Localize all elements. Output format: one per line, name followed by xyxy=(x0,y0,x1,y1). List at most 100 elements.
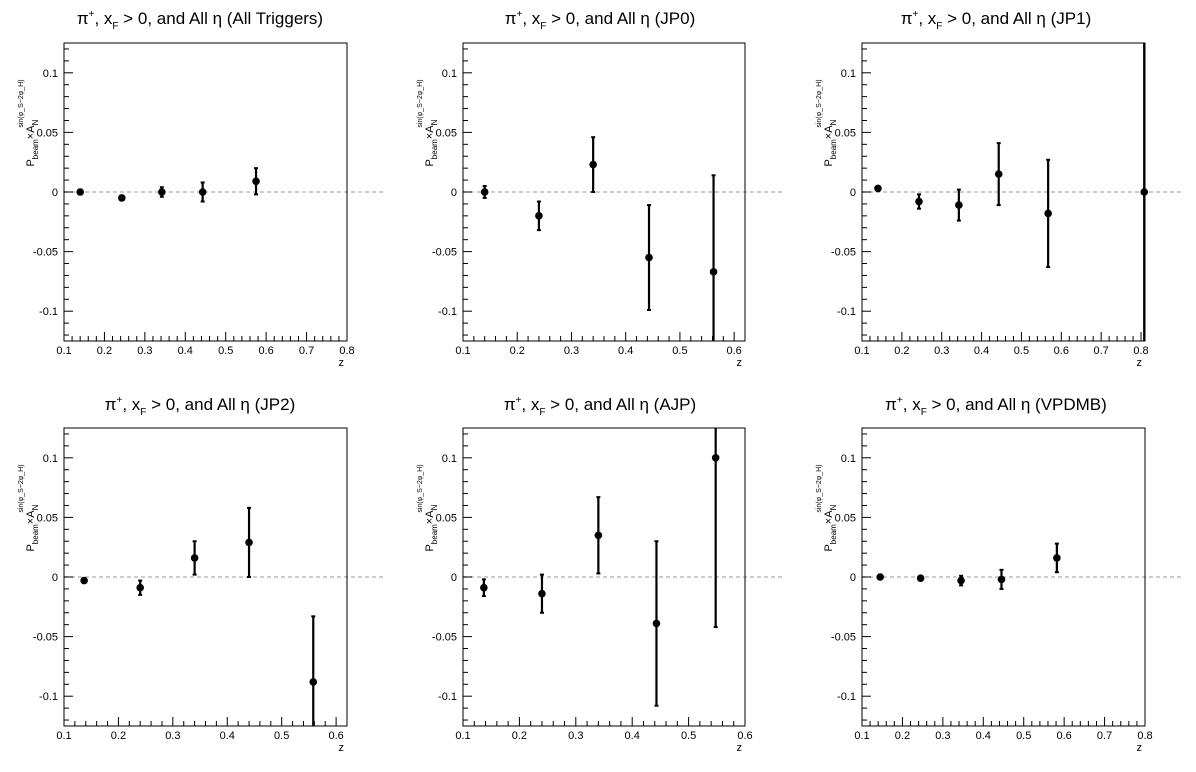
ylabel-n: N xyxy=(31,504,40,510)
x-tick-label: 0.2 xyxy=(512,730,527,742)
y-axis-label: Pbeam×ANsin(φ_S−2φ_H) xyxy=(417,464,439,551)
ylabel-n: N xyxy=(31,119,40,125)
x-tick-label: 0.7 xyxy=(1097,730,1112,742)
ylabel-n: N xyxy=(829,119,838,125)
title-mid: , x xyxy=(918,9,936,28)
y-tick-label: 0 xyxy=(451,572,457,584)
data-point xyxy=(76,188,84,196)
x-axis-label: z xyxy=(1137,357,1143,369)
x-tick-label: 0.3 xyxy=(568,730,583,742)
ylabel-cross-a: ×A xyxy=(424,510,436,524)
ylabel-p: P xyxy=(25,544,37,551)
ylabel-p: P xyxy=(424,544,436,551)
y-tick-label: -0.1 xyxy=(39,691,58,703)
y-axis-label: Pbeam×ANsin(φ_S−2φ_H) xyxy=(18,79,40,166)
title-pi: π xyxy=(505,9,517,28)
x-tick-label: 0.3 xyxy=(137,345,152,357)
y-axis-label: Pbeam×ANsin(φ_S−2φ_H) xyxy=(816,79,838,166)
data-point xyxy=(652,619,661,628)
title-pi: π xyxy=(105,395,117,414)
ylabel-sup: sin(φ_S−2φ_H) xyxy=(417,79,424,127)
ylabel-p: P xyxy=(823,544,835,551)
y-tick-label: 0.1 xyxy=(841,453,856,465)
x-axis-label: z xyxy=(737,742,743,754)
x-tick-label: 0.6 xyxy=(727,345,742,357)
y-tick-label: 0 xyxy=(850,187,856,199)
title-rest: > 0, and All η (JP0) xyxy=(546,9,695,28)
title-sup: + xyxy=(89,9,95,20)
title-rest: > 0, and All η (All Triggers) xyxy=(119,9,324,28)
title-sub: F xyxy=(921,407,927,418)
y-tick-label: 0.1 xyxy=(43,68,58,80)
plot-title: π+, xF > 0, and All η (All Triggers) xyxy=(77,9,323,32)
plot-panel-5: π+, xF > 0, and All η (AJP) -0.1 -0.05 0 0.0… xyxy=(417,395,783,754)
title-rest: > 0, and All η (JP2) xyxy=(146,395,295,414)
x-tick-label: 0.2 xyxy=(510,345,525,357)
data-point xyxy=(589,160,597,169)
title-mid: , x xyxy=(122,395,140,414)
x-tick-label: 0.6 xyxy=(1054,345,1069,357)
ylabel-cross-a: ×A xyxy=(25,510,37,524)
y-tick-label: 0.05 xyxy=(436,127,457,139)
ylabel-cross-a: ×A xyxy=(823,125,835,139)
y-tick-label: -0.1 xyxy=(837,306,856,318)
title-sub: F xyxy=(936,21,942,32)
x-tick-label: 0.2 xyxy=(894,345,909,357)
title-pi: π xyxy=(77,9,89,28)
ylabel-cross-a: ×A xyxy=(823,510,835,524)
x-tick-label: 0.3 xyxy=(165,730,180,742)
title-rest: > 0, and All η (JP1) xyxy=(942,9,1091,28)
ylabel-cross-a: ×A xyxy=(25,125,37,139)
plot-panel-4: π+, xF > 0, and All η (JP2) -0.1 -0.05 0 0.0… xyxy=(18,395,385,754)
x-tick-label: 0.1 xyxy=(455,345,470,357)
data-point xyxy=(118,194,126,202)
y-tick-label: 0.1 xyxy=(442,453,457,465)
y-tick-label: 0 xyxy=(451,187,457,199)
y-tick-label: 0.1 xyxy=(442,68,457,80)
x-tick-label: 0.5 xyxy=(672,345,687,357)
x-axis-label: z xyxy=(339,357,345,369)
plot-title: π+, xF > 0, and All η (AJP) xyxy=(504,395,696,418)
ylabel-p: P xyxy=(823,159,835,166)
data-point xyxy=(198,188,207,196)
x-tick-label: 0.3 xyxy=(564,345,579,357)
data-point xyxy=(876,573,884,581)
y-tick-label: -0.05 xyxy=(432,247,457,259)
ylabel-beam: beam xyxy=(829,524,838,544)
data-point xyxy=(309,678,318,686)
plot-title: π+, xF > 0, and All η (JP0) xyxy=(505,9,695,32)
x-axis-label: z xyxy=(1137,742,1143,754)
data-point xyxy=(709,268,718,276)
ylabel-beam: beam xyxy=(430,524,439,544)
y-tick-label: 0.1 xyxy=(841,68,856,80)
plot-panel-2: π+, xF > 0, and All η (JP0) -0.1 -0.05 0 0.0… xyxy=(417,9,783,369)
ylabel-sup: sin(φ_S−2φ_H) xyxy=(417,464,424,512)
data-point xyxy=(645,253,653,262)
title-sup: + xyxy=(897,395,903,406)
y-tick-label: -0.1 xyxy=(438,691,457,703)
plot-panel-6: π+, xF > 0, and All η (VPDMB) -0.1 -0.05 0 0… xyxy=(816,395,1183,754)
ylabel-beam: beam xyxy=(31,524,40,544)
plot-panel-3: π+, xF > 0, and All η (JP1) -0.1 -0.05 0 0.0… xyxy=(816,9,1183,369)
title-sup: + xyxy=(516,9,522,20)
x-tick-label: 0.5 xyxy=(218,345,233,357)
data-point xyxy=(955,201,963,209)
data-point xyxy=(1044,209,1052,218)
data-point xyxy=(535,212,543,220)
x-tick-label: 0.8 xyxy=(339,345,354,357)
x-axis-label: z xyxy=(737,357,743,369)
data-point xyxy=(1140,188,1149,196)
x-tick-label: 0.5 xyxy=(1014,345,1029,357)
x-tick-label: 0.6 xyxy=(328,730,343,742)
x-axis-label: z xyxy=(339,742,345,754)
y-tick-label: 0.05 xyxy=(835,127,856,139)
ylabel-n: N xyxy=(829,504,838,510)
ylabel-beam: beam xyxy=(31,139,40,159)
title-mid: , x xyxy=(521,395,539,414)
ylabel-p: P xyxy=(424,159,436,166)
x-tick-label: 0.1 xyxy=(56,345,71,357)
data-point xyxy=(538,589,546,598)
x-tick-label: 0.6 xyxy=(1056,730,1071,742)
x-tick-label: 0.2 xyxy=(895,730,910,742)
title-mid: , x xyxy=(522,9,540,28)
